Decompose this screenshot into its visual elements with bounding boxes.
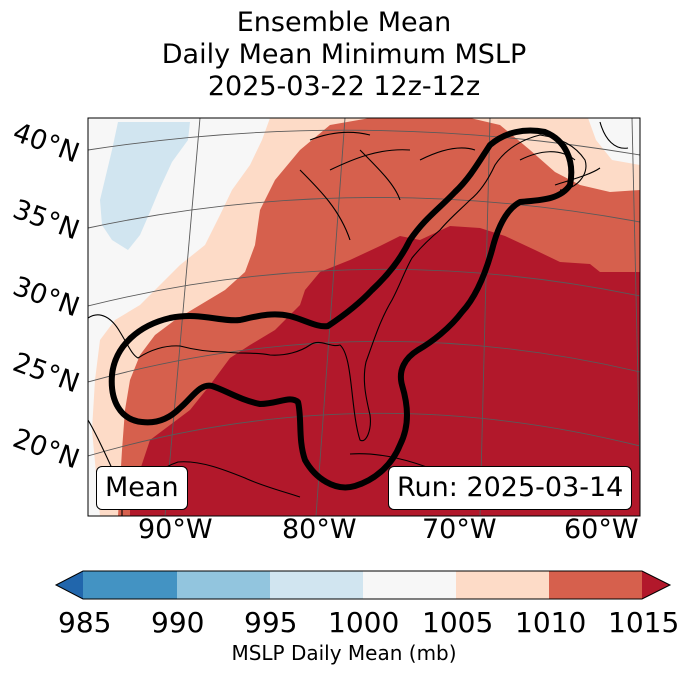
colorbar-bin-1005-1010 — [456, 571, 549, 599]
title-line-2: Daily Mean Minimum MSLP — [161, 39, 527, 70]
colorbar-label: MSLP Daily Mean (mb) — [231, 641, 457, 665]
colorbar-tick-985: 985 — [58, 606, 112, 639]
region-1005-1010 — [88, 118, 640, 516]
colorbar-tick-1005: 1005 — [422, 606, 494, 639]
run-date-box: Run: 2025-03-14 — [388, 466, 633, 510]
colorbar-tick-995: 995 — [244, 606, 298, 639]
lon-label-80w: 80°W — [282, 514, 357, 545]
mean-label-box: Mean — [96, 466, 188, 510]
title-line-1: Ensemble Mean — [236, 7, 452, 38]
lon-label-90w: 90°W — [138, 514, 213, 545]
region-995-1000 — [100, 122, 190, 250]
lon-label-70w: 70°W — [422, 514, 497, 545]
colorbar-over-arrow — [642, 571, 670, 599]
colorbar-outline — [54, 570, 672, 600]
lon-label-60w: 60°W — [564, 514, 639, 545]
map-frame — [87, 117, 641, 517]
colorbar-bin-1010-1015 — [549, 571, 642, 599]
colorbar-bin-985-990 — [83, 571, 177, 599]
colorbar-bin-990-995 — [177, 571, 270, 599]
colorbar-tick-1000: 1000 — [328, 606, 400, 639]
colorbar-tick-990: 990 — [151, 606, 205, 639]
colorbar-bin-995-1000 — [270, 571, 363, 599]
colorbar-tick-1015: 1015 — [608, 606, 680, 639]
probability-contour — [108, 127, 575, 491]
colorbar-bin-1000-1005 — [363, 571, 456, 599]
colorbar — [54, 570, 672, 600]
colorbar-tick-1010: 1010 — [515, 606, 587, 639]
title-line-3: 2025-03-22 12z-12z — [207, 71, 481, 102]
map-panel — [88, 118, 640, 516]
colorbar-under-arrow — [56, 571, 83, 599]
